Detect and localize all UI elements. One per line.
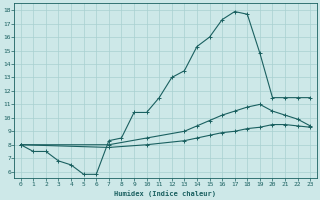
- X-axis label: Humidex (Indice chaleur): Humidex (Indice chaleur): [115, 190, 217, 197]
